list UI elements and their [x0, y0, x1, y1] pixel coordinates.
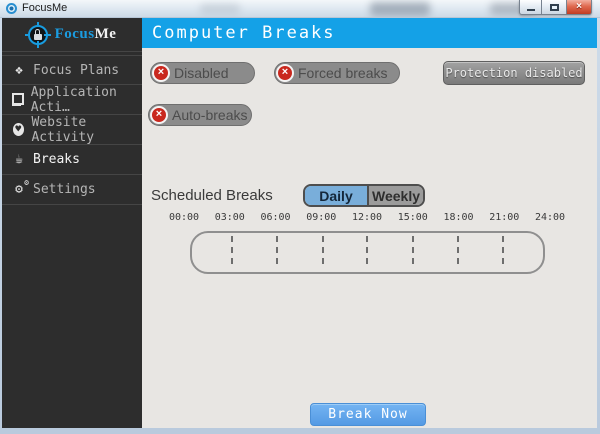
page-title: Computer Breaks [142, 18, 597, 48]
forced-breaks-toggle-pill[interactable]: × Forced breaks [274, 62, 400, 84]
aero-blur-artifact [200, 4, 240, 14]
disabled-toggle-pill[interactable]: × Disabled [150, 62, 255, 84]
schedule-timeline-track[interactable] [190, 231, 545, 274]
break-now-button[interactable]: Break Now [310, 403, 426, 426]
timeline-label: 09:00 [306, 212, 337, 223]
window-titlebar: FocusMe [0, 0, 600, 18]
sidebar: FocusMe ❖ Focus Plans Application Acti… … [2, 18, 142, 428]
maximize-icon [549, 3, 559, 11]
window-title: FocusMe [22, 2, 68, 14]
timeline-label: 03:00 [214, 212, 245, 223]
aero-blur-artifact [370, 2, 430, 16]
protection-disabled-button[interactable]: Protection disabled [443, 61, 585, 85]
close-icon: × [576, 1, 582, 12]
timeline-label: 06:00 [260, 212, 291, 223]
red-x-icon: × [150, 106, 168, 124]
pill-label: Disabled [174, 65, 229, 81]
daily-weekly-toggle: Daily Weekly [303, 184, 425, 207]
window-app-icon [6, 2, 17, 14]
compass-icon: ❖ [15, 62, 23, 78]
pill-label: Auto-breaks [172, 107, 248, 123]
tab-weekly[interactable]: Weekly [367, 186, 423, 205]
timeline-label: 15:00 [397, 212, 428, 223]
red-x-icon: × [276, 64, 294, 82]
sidebar-item-settings[interactable]: ⚙ ⚙ Settings [2, 175, 142, 205]
sidebar-item-label: Settings [33, 182, 96, 197]
timeline-tick [321, 236, 324, 269]
timeline-tick [276, 236, 279, 269]
pill-label: Forced breaks [298, 65, 388, 81]
sidebar-item-website-activity[interactable]: ♥ Website Activity [2, 115, 142, 145]
timeline-label: 24:00 [534, 212, 566, 223]
sidebar-item-focus-plans[interactable]: ❖ Focus Plans [2, 55, 142, 85]
timeline-tick [501, 236, 504, 269]
gear-icon: ⚙ ⚙ [15, 178, 29, 197]
sidebar-item-label: Website Activity [31, 114, 95, 145]
sidebar-item-label: Breaks [33, 152, 80, 167]
timeline-tick [456, 236, 459, 269]
timeline-label: 21:00 [489, 212, 520, 223]
minimize-button[interactable] [519, 0, 542, 15]
red-x-icon: × [152, 64, 170, 82]
timeline-tick [366, 236, 369, 269]
sidebar-item-breaks[interactable]: ☕ Breaks [2, 145, 142, 175]
globe-heart-icon: ♥ [12, 123, 24, 136]
lock-icon [35, 29, 41, 34]
sidebar-item-label: Application Acti… [30, 84, 117, 115]
focusme-logo-icon [24, 21, 51, 48]
timeline-hour-labels: 00:00 03:00 06:00 09:00 12:00 15:00 18:0… [162, 212, 572, 223]
timeline-label: 18:00 [443, 212, 474, 223]
app-window: FocusMe ❖ Focus Plans Application Acti… … [2, 18, 597, 428]
logo-text: FocusMe [54, 26, 117, 42]
coffee-cup-icon: ☕ [15, 152, 23, 167]
sidebar-menu: ❖ Focus Plans Application Acti… ♥ Websit… [2, 55, 142, 205]
close-button[interactable]: × [566, 0, 592, 15]
auto-breaks-toggle-pill[interactable]: × Auto-breaks [148, 104, 252, 126]
sidebar-item-label: Focus Plans [33, 62, 120, 78]
small-gear-icon: ⚙ [24, 178, 29, 187]
window-controls: × [519, 0, 592, 15]
main-panel: Computer Breaks × Disabled × Forced brea… [142, 18, 597, 428]
app-logo: FocusMe [2, 18, 142, 52]
timeline-label: 12:00 [351, 212, 383, 223]
windows-stack-icon [11, 93, 24, 106]
minimize-icon [526, 8, 535, 11]
timeline-tick [231, 236, 234, 269]
timeline-tick [411, 236, 414, 269]
scheduled-breaks-title: Scheduled Breaks [151, 187, 273, 204]
tab-daily[interactable]: Daily [305, 186, 367, 205]
sidebar-item-application-activity[interactable]: Application Acti… [2, 85, 142, 115]
maximize-button[interactable] [542, 0, 566, 15]
timeline-label: 00:00 [168, 212, 200, 223]
